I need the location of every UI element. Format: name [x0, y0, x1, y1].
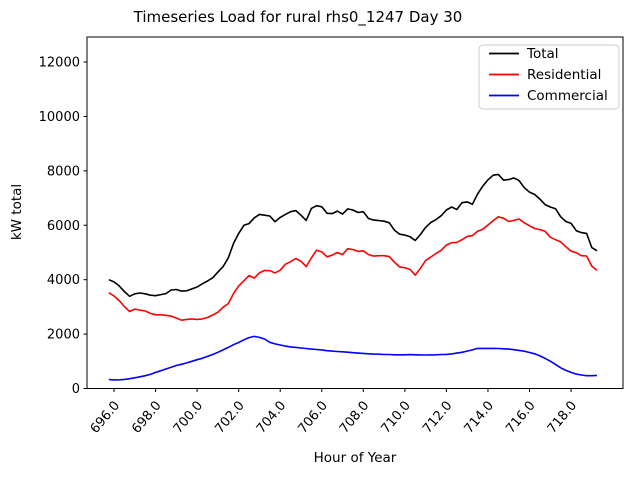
legend-box — [478, 44, 620, 110]
y-tick-label: 8000 — [47, 164, 80, 179]
data-lines — [108, 173, 598, 381]
y-tick-label: 2000 — [47, 328, 80, 343]
y-tick-label: 10000 — [39, 110, 80, 125]
legend: Total Residential Commercial — [478, 44, 620, 110]
y-axis-ticks: 0 2000 4000 6000 8000 10000 12000 — [39, 56, 87, 397]
y-tick-label: 4000 — [47, 273, 80, 288]
legend-label-total: Total — [526, 46, 559, 62]
series-line-total — [108, 173, 598, 298]
chart-title: Timeseries Load for rural rhs0_1247 Day … — [133, 8, 463, 27]
legend-label-residential: Residential — [527, 67, 601, 83]
legend-label-commercial: Commercial — [527, 88, 608, 104]
series-line-residential — [108, 216, 598, 322]
series-line-commercial — [108, 335, 598, 381]
y-tick-label: 6000 — [47, 219, 80, 234]
x-axis-label: Hour of Year — [314, 450, 397, 466]
y-tick-label: 12000 — [39, 56, 80, 71]
plot-area — [86, 36, 624, 389]
y-axis-label: kW total — [9, 184, 25, 240]
y-tick-label: 0 — [72, 382, 80, 397]
